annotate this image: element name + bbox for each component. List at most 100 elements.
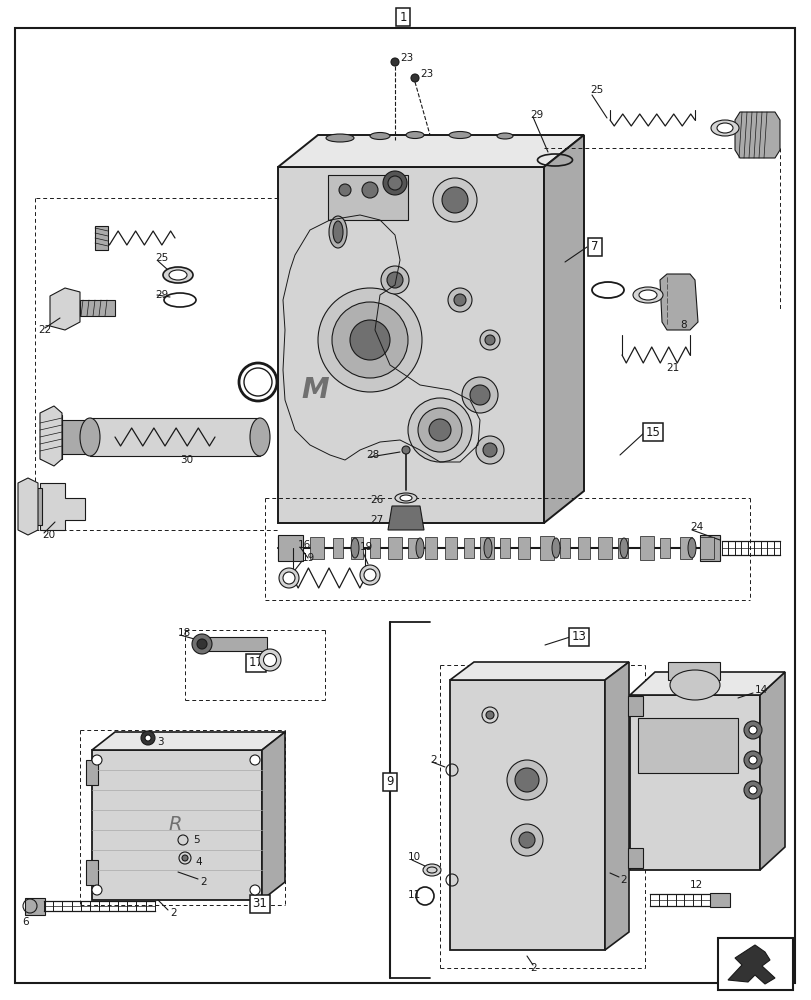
- Circle shape: [506, 760, 547, 800]
- Ellipse shape: [283, 572, 294, 584]
- Circle shape: [338, 184, 350, 196]
- Text: 2: 2: [169, 908, 177, 918]
- Ellipse shape: [687, 538, 695, 558]
- Bar: [424, 537, 436, 559]
- Circle shape: [318, 288, 422, 392]
- Polygon shape: [40, 483, 85, 530]
- Circle shape: [470, 385, 489, 405]
- Text: 15: 15: [645, 426, 659, 438]
- Bar: [370, 538, 380, 558]
- Ellipse shape: [483, 538, 491, 558]
- Text: 12: 12: [689, 880, 702, 890]
- Circle shape: [748, 756, 756, 764]
- Text: 29: 29: [155, 290, 168, 300]
- Polygon shape: [734, 112, 779, 158]
- Text: 19: 19: [302, 553, 315, 563]
- Text: 26: 26: [370, 495, 383, 505]
- Polygon shape: [62, 420, 90, 454]
- Bar: [90, 418, 260, 456]
- Circle shape: [461, 377, 497, 413]
- Text: 22: 22: [38, 325, 51, 335]
- Circle shape: [383, 171, 406, 195]
- Circle shape: [510, 824, 543, 856]
- Polygon shape: [92, 732, 285, 750]
- Bar: [407, 538, 418, 558]
- Ellipse shape: [169, 270, 187, 280]
- Text: 17: 17: [248, 656, 264, 670]
- Ellipse shape: [333, 221, 342, 243]
- Circle shape: [250, 755, 260, 765]
- Bar: [500, 538, 509, 558]
- Circle shape: [518, 832, 534, 848]
- Bar: [699, 537, 713, 559]
- Bar: [597, 537, 611, 559]
- Circle shape: [401, 446, 410, 454]
- Text: 23: 23: [419, 69, 433, 79]
- Ellipse shape: [328, 216, 346, 248]
- Ellipse shape: [394, 493, 417, 503]
- Ellipse shape: [279, 568, 298, 588]
- Polygon shape: [727, 945, 774, 984]
- Text: 30: 30: [180, 455, 193, 465]
- Circle shape: [483, 443, 496, 457]
- Text: 27: 27: [370, 515, 383, 525]
- Text: 25: 25: [155, 253, 168, 263]
- Text: 3: 3: [157, 737, 164, 747]
- Bar: [310, 537, 324, 559]
- Bar: [388, 537, 401, 559]
- Text: 16: 16: [298, 540, 311, 550]
- Ellipse shape: [633, 287, 663, 303]
- Circle shape: [748, 786, 756, 794]
- Circle shape: [441, 187, 467, 213]
- Ellipse shape: [638, 290, 656, 300]
- Bar: [637, 718, 737, 773]
- Text: R: R: [168, 815, 182, 834]
- Circle shape: [141, 731, 155, 745]
- Bar: [463, 538, 474, 558]
- Circle shape: [250, 885, 260, 895]
- Polygon shape: [659, 274, 697, 330]
- Text: 7: 7: [590, 240, 598, 253]
- Bar: [560, 538, 569, 558]
- Circle shape: [743, 751, 761, 769]
- Bar: [86, 760, 98, 785]
- Circle shape: [92, 755, 102, 765]
- Circle shape: [428, 419, 450, 441]
- Polygon shape: [667, 662, 719, 680]
- Polygon shape: [629, 672, 784, 695]
- Bar: [679, 537, 691, 559]
- Circle shape: [92, 885, 102, 895]
- Ellipse shape: [363, 569, 375, 581]
- Ellipse shape: [710, 120, 738, 136]
- Polygon shape: [388, 506, 423, 530]
- Circle shape: [182, 855, 188, 861]
- Circle shape: [743, 781, 761, 799]
- Text: 1: 1: [399, 11, 406, 24]
- Polygon shape: [50, 288, 80, 330]
- Ellipse shape: [448, 132, 470, 139]
- Circle shape: [453, 294, 466, 306]
- Bar: [86, 860, 98, 885]
- Bar: [717, 938, 792, 990]
- Bar: [517, 537, 530, 559]
- Bar: [627, 696, 642, 716]
- Bar: [617, 538, 627, 558]
- Text: 5: 5: [193, 835, 200, 845]
- Bar: [639, 536, 653, 560]
- Bar: [627, 848, 642, 868]
- Bar: [202, 637, 267, 651]
- Text: 2: 2: [200, 877, 206, 887]
- Bar: [277, 535, 303, 561]
- Text: 29: 29: [530, 110, 543, 120]
- Circle shape: [475, 436, 504, 464]
- Bar: [350, 537, 363, 559]
- Polygon shape: [92, 750, 262, 900]
- Text: 8: 8: [679, 320, 686, 330]
- Polygon shape: [759, 672, 784, 870]
- Circle shape: [479, 330, 500, 350]
- Circle shape: [448, 288, 471, 312]
- Circle shape: [484, 335, 495, 345]
- Bar: [333, 538, 342, 558]
- Circle shape: [432, 178, 476, 222]
- Circle shape: [486, 711, 493, 719]
